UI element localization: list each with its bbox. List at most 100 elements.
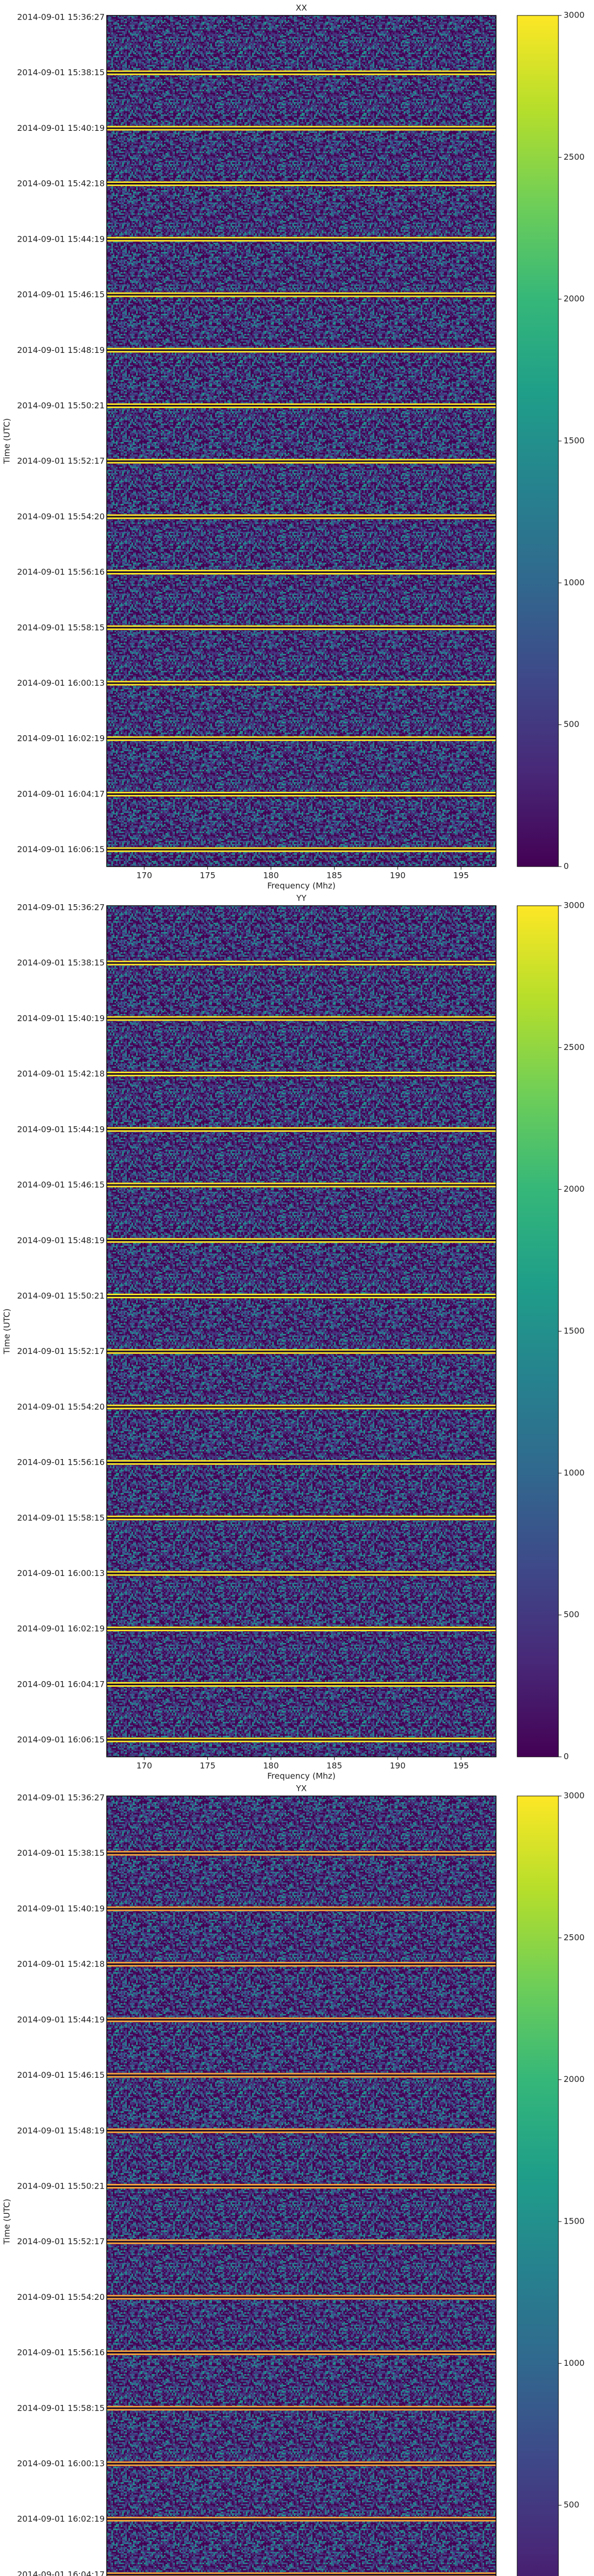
colorbar-tick-label: 2500 [564,152,585,162]
flag-stripe [107,1408,496,1410]
flag-stripe [107,1127,496,1129]
flag-gap [107,238,496,240]
colorbar-tick-label: 1500 [564,436,585,446]
flag-stripe [107,1349,496,1351]
flag-stripe [107,1404,496,1406]
flag-gap [107,2185,496,2187]
colorbar-tick-label: 1000 [564,578,585,587]
flag-stripe [107,1854,496,1856]
y-tick-label: 2014-09-01 16:04:17 [17,2569,105,2576]
flag-stripe [107,1241,496,1243]
flag-stripe [107,2517,496,2519]
flag-stripe [107,1518,496,1520]
chart-title: YX [295,1784,307,1793]
flag-stripe [107,847,496,849]
flag-stripe [107,2076,496,2078]
flag-stripe [107,2017,496,2019]
colorbar-tick-label: 500 [564,2500,580,2510]
y-tick-label: 2014-09-01 15:56:16 [17,567,105,577]
flag-stripe [107,1515,496,1517]
panel: XX 2014-09-01 15:36:27 2014-09-01 15:38:15… [2,3,585,891]
flag-stripe [107,292,496,294]
flag-stripe [107,850,496,852]
flag-gap [107,849,496,851]
colorbar-tick-label: 2000 [564,294,585,303]
flag-gap [107,682,496,684]
flag-stripe [107,1574,496,1576]
colorbar [517,905,559,1757]
colorbar-tick-label: 1500 [564,1326,585,1336]
flag-stripe [107,1571,496,1573]
flag-gap [107,1852,496,1854]
y-tick-label: 2014-09-01 16:00:13 [17,2459,105,2468]
flag-stripe [107,1130,496,1132]
flag-stripe [107,739,496,741]
flag-gap [107,127,496,129]
y-tick-label: 2014-09-01 15:40:19 [17,1013,105,1023]
y-tick-label: 2014-09-01 15:52:17 [17,2236,105,2246]
x-axis-label: Frequency (Mhz) [267,881,336,891]
flag-gap [107,1572,496,1574]
y-tick-label: 2014-09-01 16:06:15 [17,844,105,854]
colorbar [517,1795,559,2576]
y-tick-label: 2014-09-01 15:56:16 [17,2348,105,2358]
colorbar-tick-label: 1000 [564,1468,585,1478]
flag-stripe [107,2242,496,2244]
y-tick-label: 2014-09-01 15:46:15 [17,290,105,299]
colorbar-tick-label: 500 [564,719,580,729]
y-tick-label: 2014-09-01 15:38:15 [17,67,105,77]
y-tick-label: 2014-09-01 15:54:20 [17,512,105,521]
colorbar-tick-label: 3000 [564,1791,585,1801]
y-tick-label: 2014-09-01 15:40:19 [17,1904,105,1913]
flag-stripe [107,1238,496,1240]
flag-stripe [107,2409,496,2411]
y-tick-label: 2014-09-01 15:56:16 [17,1458,105,1467]
flag-gap [107,1517,496,1519]
y-tick-label: 2014-09-01 15:42:18 [17,179,105,189]
flag-gap [107,1628,496,1630]
chart-title: YY [296,893,307,903]
flag-gap [107,1683,496,1685]
panel: YX 2014-09-01 15:36:27 2014-09-01 15:38:15… [2,1784,585,2576]
flag-gap [107,404,496,406]
flag-stripe [107,1682,496,1684]
y-axis-label: Time (UTC) [2,418,12,464]
y-tick-label: 2014-09-01 16:00:13 [17,1568,105,1578]
flag-stripe [107,1909,496,1911]
flag-gap [107,183,496,185]
flag-stripe [107,351,496,353]
flag-gap [107,2573,496,2575]
flag-gap [107,2407,496,2409]
x-tick-label: 195 [453,1761,469,1771]
y-tick-label: 2014-09-01 15:50:21 [17,2181,105,2191]
y-tick-label: 2014-09-01 15:44:19 [17,2014,105,2024]
flag-stripe [107,1851,496,1853]
flag-stripe [107,459,496,461]
y-tick-label: 2014-09-01 15:52:17 [17,456,105,466]
flag-gap [107,793,496,795]
flag-stripe [107,1965,496,1967]
y-tick-label: 2014-09-01 15:50:21 [17,1291,105,1300]
flag-gap [107,1963,496,1965]
flag-gap [107,2130,496,2132]
flag-stripe [107,2353,496,2355]
y-tick-label: 2014-09-01 15:48:19 [17,345,105,355]
y-tick-label: 2014-09-01 15:54:20 [17,1402,105,1412]
flag-gap [107,2296,496,2298]
y-tick-label: 2014-09-01 15:54:20 [17,2292,105,2302]
flag-gap [107,1908,496,1910]
flag-gap [107,72,496,74]
colorbar-tick-label: 0 [564,1752,569,1761]
flag-stripe [107,70,496,72]
flag-stripe [107,126,496,128]
flag-stripe [107,963,496,965]
colorbar-tick-label: 1500 [564,2216,585,2226]
flag-stripe [107,1296,496,1298]
colorbar-tick-label: 0 [564,861,569,871]
colorbar [517,15,559,867]
x-tick-label: 175 [200,1761,216,1771]
x-tick-label: 175 [200,871,216,880]
colorbar-tick-label: 1000 [564,2358,585,2368]
flag-gap [107,294,496,296]
